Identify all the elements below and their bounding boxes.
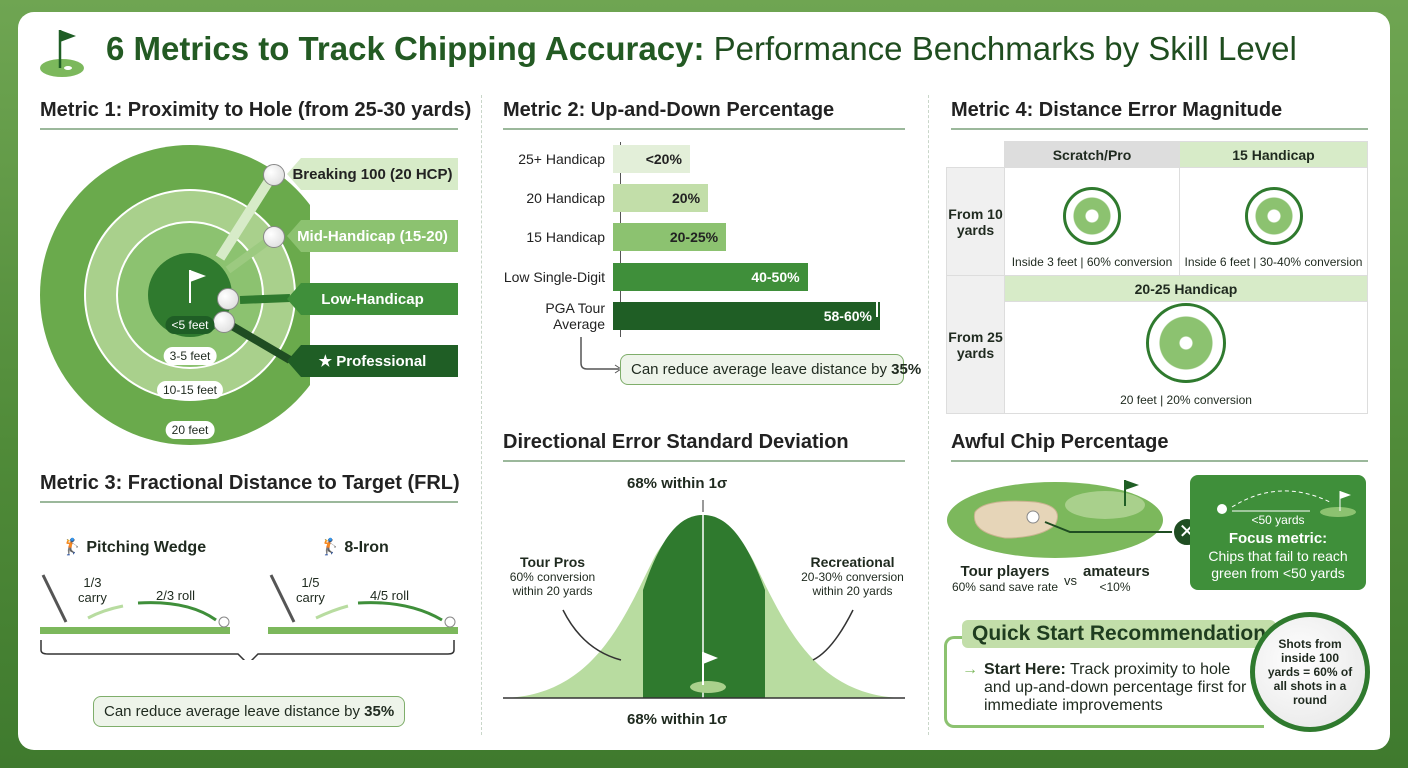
club-8-iron: 🏌 8-Iron — [320, 539, 389, 556]
target-icon — [1244, 187, 1303, 245]
level-tag-low-handicap: Low-Handicap — [287, 283, 458, 315]
carry-fraction: 1/5 carry — [296, 575, 325, 605]
bar-category-label: PGA Tour Average — [545, 300, 605, 332]
connector-arrow — [580, 337, 622, 374]
carry-fraction: 1/3 carry — [78, 575, 107, 605]
arrow-right-icon: → — [962, 661, 978, 678]
cell-20-25-handicap: 20 feet | 20% conversion — [1004, 301, 1368, 414]
star-icon: ★ — [318, 353, 337, 370]
cell-15-handicap: Inside 6 feet | 30-40% conversion — [1179, 167, 1368, 276]
bar-row: 15 Handicap 20-25% — [500, 223, 727, 251]
awful-title: Awful Chip Percentage — [951, 431, 1368, 462]
metric4-title: Metric 4: Distance Error Magnitude — [951, 99, 1368, 130]
bar-row: Low Single-Digit 40-50% — [500, 263, 808, 291]
bar: 20% — [613, 184, 709, 212]
metric3-title: Metric 3: Fractional Distance to Target … — [40, 472, 460, 503]
recreational-label: Recreational 20-30% conversion within 20 y… — [801, 554, 904, 598]
bar: 20-25% — [613, 223, 727, 251]
bar: <20% — [613, 145, 690, 173]
level-tag-breaking-100: Breaking 100 (20 HCP) — [287, 158, 458, 190]
col-scratch-pro: Scratch/Pro — [1004, 141, 1180, 168]
row-10-yards: From 10 yards — [946, 167, 1005, 276]
bottom-sigma-label: 68% within 1σ — [627, 711, 728, 728]
target-icon — [1063, 187, 1121, 245]
bar-row: PGA Tour Average 58-60% — [500, 300, 880, 332]
golf-ball-stat: Shots from inside 100 yards = 60% of all… — [1250, 612, 1370, 732]
bell-curve — [503, 500, 905, 699]
directional-title: Directional Error Standard Deviation — [503, 431, 905, 462]
level-tag-mid-handicap: Mid-Handicap (15-20) — [287, 220, 458, 252]
bar: 40-50% — [613, 263, 808, 291]
flag-icon — [876, 287, 894, 317]
golf-ball-icon — [263, 226, 285, 248]
bar-category-label: 25+ Handicap — [518, 151, 605, 167]
carry-roll-diagram — [40, 574, 458, 660]
level-tag-professional: ★ Professional — [287, 345, 458, 377]
golf-ball-icon — [263, 164, 285, 186]
col-20-25-handicap: 20-25 Handicap — [1004, 275, 1368, 302]
bar-category-label: Low Single-Digit — [503, 269, 605, 285]
focus-label: Focus metric: — [1228, 530, 1328, 547]
bar-row: 20 Handicap 20% — [500, 184, 709, 212]
metric2-title: Metric 2: Up-and-Down Percentage — [503, 99, 905, 130]
focus-metric-box: <50 yards Focus metric: Chips that fail … — [1190, 475, 1366, 590]
distance-error-table: Scratch/Pro 15 Handicap From 10 yards Ins… — [946, 141, 1368, 414]
cell-scratch: Inside 3 feet | 60% conversion — [1004, 167, 1180, 276]
ring-label: 3-5 feet — [163, 347, 217, 365]
divider — [928, 95, 929, 735]
page-title: 6 Metrics to Track Chipping Accuracy: Pe… — [106, 30, 1297, 67]
metric3-note: Can reduce average leave distance by 35% — [93, 696, 406, 727]
iron-club-icon: 🏌 — [62, 539, 82, 556]
quick-start-text: → Start Here: Track proximity to hole and… — [962, 661, 1247, 714]
bunker-illustration — [947, 480, 1180, 558]
amateurs-stat: amateurs <10% — [1083, 563, 1150, 594]
roll-fraction: 4/5 roll — [370, 588, 410, 603]
vs-label: vs — [1064, 573, 1077, 588]
target-icon — [1146, 303, 1226, 383]
col-15-handicap: 15 Handicap — [1179, 141, 1368, 168]
distance-label: <50 yards — [1251, 513, 1305, 527]
ring-label: <5 feet — [165, 316, 215, 334]
proximity-target — [40, 145, 310, 445]
metric1-title: Metric 1: Proximity to Hole (from 25-30 … — [40, 99, 471, 130]
tour-players-stat: Tour players 60% sand save rate — [951, 563, 1059, 594]
chip-path-icon — [1217, 490, 1356, 517]
metric2-note: Can reduce average leave distance by 35% — [620, 354, 921, 385]
iron-club-icon: 🏌 — [320, 539, 340, 556]
focus-text: Chips that fail to reach green from <50 … — [1208, 548, 1348, 581]
club-pitching-wedge: 🏌 Pitching Wedge — [62, 539, 207, 556]
bar: 58-60% — [613, 302, 880, 330]
ring-label: 10-15 feet — [156, 381, 224, 399]
divider — [481, 95, 482, 735]
ring-label: 20 feet — [165, 421, 215, 439]
top-sigma-label: 68% within 1σ — [627, 475, 728, 492]
row-25-yards: From 25 yards — [946, 275, 1005, 414]
golf-ball-icon — [213, 311, 235, 333]
bar-category-label: 15 Handicap — [526, 229, 605, 245]
quick-start-title: Quick Start Recommendation — [962, 620, 1277, 648]
tour-pros-label: Tour Pros 60% conversion within 20 yards — [509, 554, 596, 598]
golf-flag-icon — [40, 30, 84, 77]
bar-category-label: 20 Handicap — [526, 190, 605, 206]
roll-fraction: 2/3 roll — [156, 588, 196, 603]
bar-row: 25+ Handicap <20% — [500, 145, 690, 173]
golf-ball-icon — [217, 288, 239, 310]
